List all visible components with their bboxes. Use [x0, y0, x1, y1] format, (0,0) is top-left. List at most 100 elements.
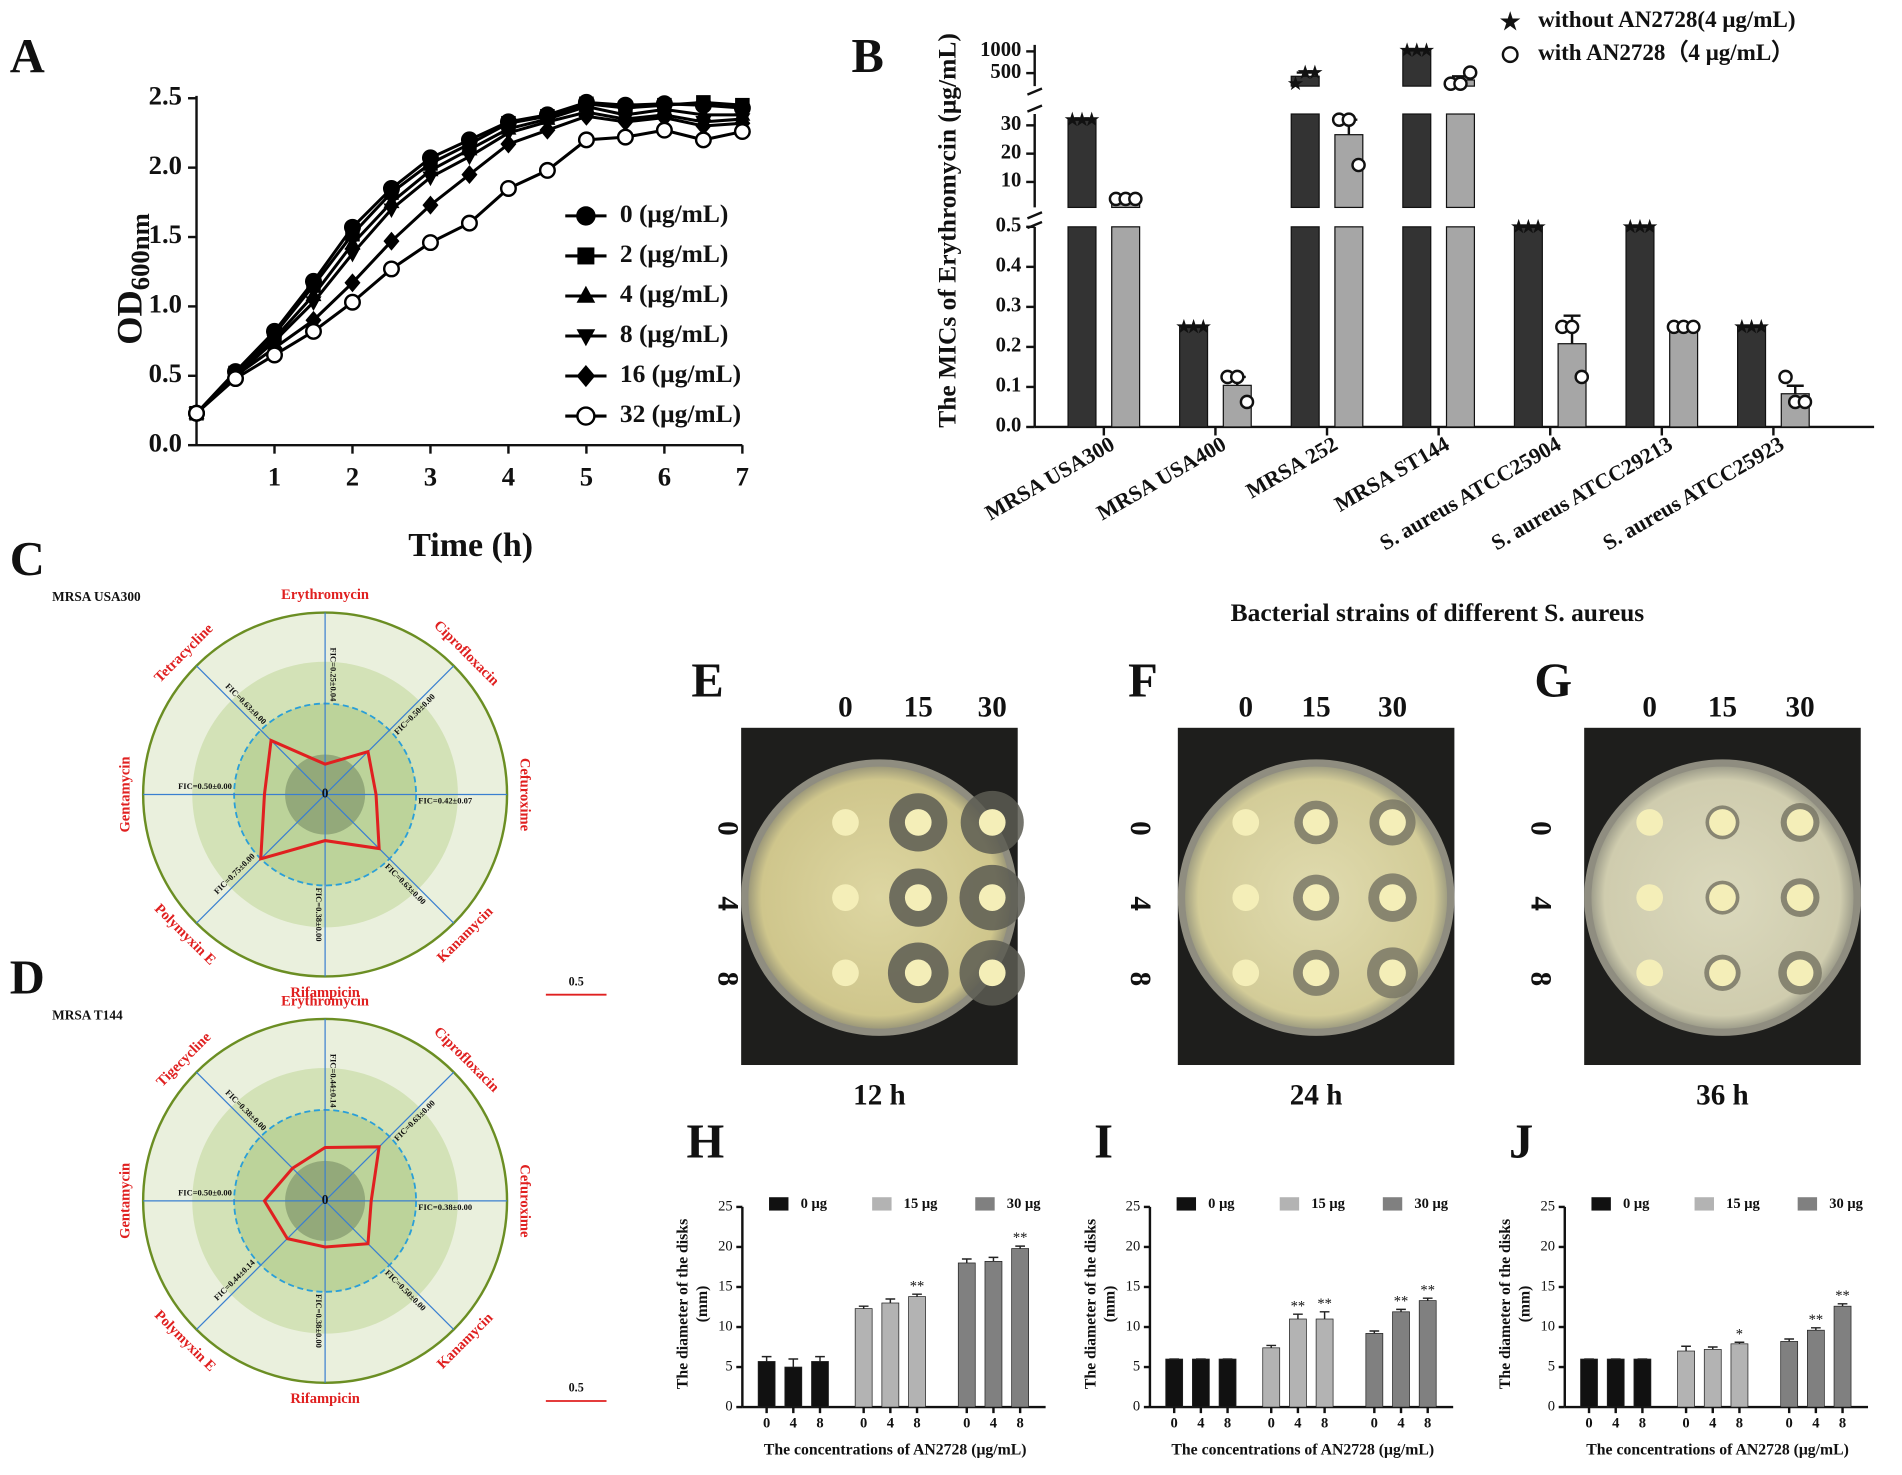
y-axis-title: The diameter of the disks — [1082, 1219, 1099, 1389]
bar-segment — [1513, 226, 1543, 428]
legend-label: 15 μg — [904, 1196, 938, 1212]
x-tick-label: 0 — [1585, 1415, 1592, 1431]
legend-label: 0 μg — [1208, 1196, 1235, 1212]
marker — [344, 235, 361, 250]
y-tick-label: 500 — [990, 61, 1021, 83]
panel-label: E — [691, 654, 723, 707]
marker — [383, 203, 400, 218]
marker — [1462, 65, 1478, 80]
marker — [616, 128, 634, 146]
bar — [1580, 1358, 1598, 1408]
x-tick-label: 0 — [1786, 1415, 1793, 1431]
x-tick-label: 4 — [1294, 1415, 1301, 1431]
bar — [784, 1366, 803, 1408]
legend-swatch — [1382, 1197, 1403, 1211]
caption: 24 h — [1290, 1079, 1343, 1111]
y-tick-label: 15 — [1126, 1278, 1141, 1294]
caption: 12 h — [853, 1079, 906, 1111]
axis-break — [1026, 87, 1043, 96]
x-tick-label: 4 — [1397, 1415, 1404, 1431]
bar-segment — [1445, 113, 1476, 209]
marker — [1520, 218, 1536, 234]
x-tick-label: 4 — [790, 1415, 797, 1431]
panel-label: F — [1128, 654, 1158, 707]
marker — [576, 406, 596, 426]
paper-disk — [832, 959, 859, 987]
paper-disk — [1379, 884, 1406, 911]
bar — [1807, 1329, 1825, 1408]
significance: ** — [910, 1278, 925, 1294]
marker — [1632, 218, 1648, 234]
paper-disk — [1302, 884, 1330, 911]
paper-disk — [1636, 884, 1664, 911]
row-label: 8 — [1524, 972, 1556, 987]
x-tick-label: 4 — [887, 1415, 894, 1431]
error-bar — [912, 1293, 922, 1297]
marker — [1287, 75, 1304, 91]
legend-label: 4 (μg/mL) — [620, 279, 729, 308]
value-label: FIC=0.44±0.14 — [328, 1054, 338, 1109]
error-bar — [1784, 1338, 1795, 1342]
value-label: FIC=0.50±0.00 — [178, 1188, 232, 1198]
legend-swatch — [872, 1197, 892, 1211]
marker — [1743, 318, 1760, 334]
marker — [1297, 64, 1313, 80]
marker — [696, 95, 711, 110]
marker — [576, 285, 596, 303]
marker — [1564, 319, 1580, 335]
error-bar — [1811, 1327, 1821, 1331]
marker — [344, 247, 361, 263]
paper-disk — [1379, 809, 1406, 836]
y-tick-label: 15 — [718, 1278, 733, 1294]
marker — [1074, 111, 1090, 127]
y-tick-label: 0 — [725, 1398, 732, 1414]
column-label: 0 — [838, 691, 853, 723]
y-tick-label: 0.1 — [996, 375, 1022, 397]
y-tick-label: 20 — [1541, 1238, 1556, 1254]
significance: * — [1736, 1326, 1743, 1342]
paper-disk — [978, 809, 1006, 836]
marker — [1341, 112, 1357, 127]
bar-segment — [1402, 113, 1432, 209]
legend-swatch — [1797, 1197, 1818, 1211]
x-tick-label: 8 — [1017, 1415, 1024, 1431]
y-tick-label: 10 — [1126, 1318, 1141, 1334]
legend-swatch — [1694, 1197, 1714, 1211]
marker — [1185, 318, 1202, 334]
x-tick-label: 8 — [1839, 1415, 1846, 1431]
y-axis-title: OD600nm — [110, 213, 155, 345]
bar — [1165, 1358, 1184, 1408]
x-tick-label: 4 — [1709, 1415, 1716, 1431]
y-tick-label: 0.5 — [149, 358, 182, 388]
x-tick-label: 0 — [1682, 1415, 1689, 1431]
marker — [1511, 218, 1527, 234]
error-bar — [1293, 1313, 1303, 1320]
bar — [1625, 226, 1655, 428]
marker — [1229, 369, 1245, 385]
panel-label: G — [1534, 654, 1572, 707]
row-label: 4 — [712, 896, 744, 911]
marker — [617, 112, 634, 132]
marker — [1064, 111, 1080, 127]
marker — [1409, 42, 1425, 57]
marker — [422, 171, 439, 187]
marker — [577, 247, 595, 265]
row-label: 0 — [1524, 821, 1556, 836]
plate-photo: 0 15 30 0 4 8 36 h — [1524, 691, 1861, 1111]
spoke — [324, 1071, 455, 1202]
bar-segment — [1067, 226, 1097, 428]
bar — [1703, 1349, 1722, 1408]
y-tick-label: 25 — [1126, 1198, 1141, 1214]
marker — [499, 179, 517, 197]
bar — [1289, 1318, 1307, 1408]
bar-segment — [1402, 226, 1432, 428]
bar — [1179, 326, 1209, 428]
row-label: 4 — [1524, 896, 1556, 911]
legend-label: 15 μg — [1311, 1196, 1345, 1212]
panel-label: D — [10, 952, 45, 1005]
error-bar — [1707, 1346, 1718, 1350]
bar — [908, 1296, 926, 1408]
significance: ** — [1809, 1312, 1824, 1328]
x-tick-label: 0 — [963, 1415, 970, 1431]
x-tick-label: 4 — [990, 1415, 997, 1431]
